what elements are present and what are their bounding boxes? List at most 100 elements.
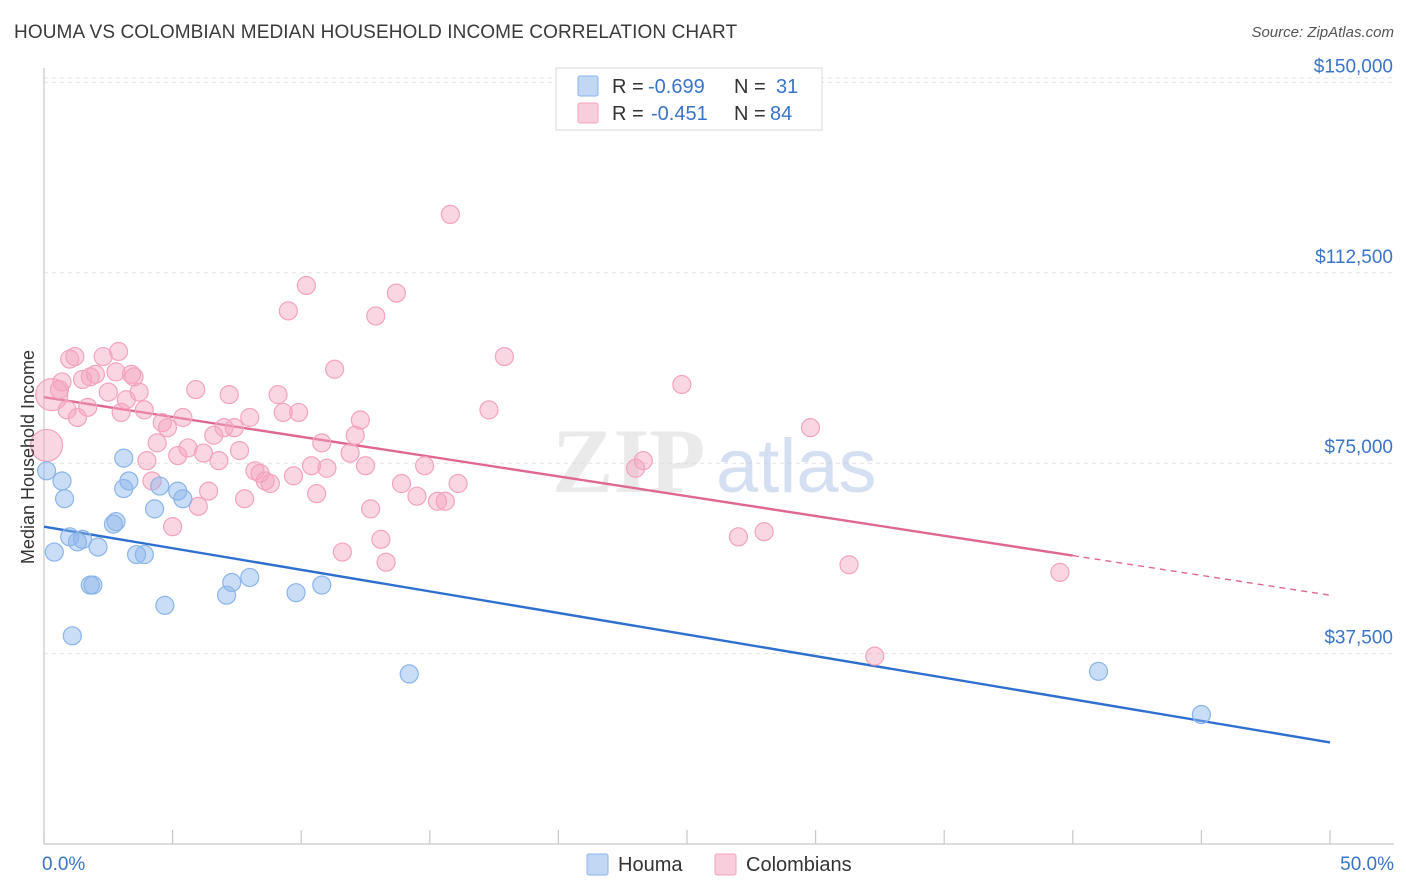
- colombians-point-29: [173, 407, 193, 428]
- houma-point-18: [144, 499, 165, 519]
- houma-point-24: [222, 572, 242, 593]
- colombians-point-36: [209, 451, 229, 471]
- houma-point-0: [36, 461, 57, 481]
- legend-swatch-houma: [577, 75, 599, 97]
- colombians-point-49: [278, 301, 298, 321]
- houma-point-25: [240, 567, 260, 588]
- houma-trend-line: [43, 525, 1331, 744]
- colombians-point-42: [240, 407, 260, 428]
- colombians-point-56: [317, 458, 337, 478]
- houma-point-28: [399, 664, 419, 684]
- colombians-point-77: [625, 458, 646, 478]
- colombians-point-11: [85, 364, 106, 384]
- houma-point-5: [62, 626, 82, 646]
- houma-point-16: [126, 544, 147, 565]
- axes: [43, 68, 1394, 845]
- legend-n-label-houma: N =: [734, 76, 766, 98]
- colombians-point-47: [268, 385, 288, 405]
- y-tick-labels: $37,500 $75,000 $112,500 $150,000: [1314, 56, 1393, 648]
- colombians-point-26: [157, 418, 178, 438]
- series-legend-colombians: Colombians: [746, 854, 852, 876]
- colombians-point-72: [435, 491, 455, 511]
- colombians-point-63: [361, 499, 381, 519]
- colombians-point-83: [839, 555, 859, 575]
- legend-r-value-houma: -0.699: [648, 76, 705, 98]
- colombians-point-34: [199, 481, 219, 501]
- colombians-point-38: [219, 385, 239, 405]
- houma-point-12: [106, 511, 126, 532]
- houma-point-27: [312, 575, 332, 595]
- colombians-point-10: [80, 367, 100, 387]
- colombians-point-58: [332, 542, 352, 562]
- houma-point-15: [119, 471, 139, 491]
- x-tick-label-0: 0.0%: [42, 854, 85, 875]
- colombians-point-62: [355, 456, 376, 476]
- colombians-point-31: [186, 379, 206, 400]
- series-legend: Houma Colombians: [586, 853, 852, 876]
- colombians-point-79: [672, 374, 692, 395]
- colombians-point-48: [273, 402, 293, 423]
- colombians-point-15: [108, 341, 129, 362]
- colombians-point-40: [229, 440, 250, 461]
- colombians-point-52: [296, 275, 316, 296]
- colombians-point-16: [111, 402, 131, 423]
- y-tick-label-1: $75,000: [1324, 437, 1393, 458]
- colombians-point-54: [307, 484, 327, 504]
- houma-point-9: [83, 575, 103, 595]
- colombians-point-46: [260, 473, 280, 494]
- colombians-point-21: [134, 400, 154, 420]
- correlation-legend: R = -0.699 N = 31 R = -0.451 N = 84: [555, 67, 823, 131]
- colombians-point-51: [289, 402, 309, 423]
- colombians-point-33: [193, 443, 214, 463]
- chart-title: HOUMA VS COLOMBIAN MEDIAN HOUSEHOLD INCO…: [14, 22, 738, 43]
- colombians-point-19: [124, 367, 144, 387]
- houma-point-13: [114, 448, 134, 468]
- colombians-point-70: [415, 456, 435, 476]
- colombians-point-67: [386, 283, 406, 303]
- colombians-point-61: [350, 410, 370, 430]
- colombians-point-13: [98, 382, 118, 402]
- legend-r-label-houma: R =: [612, 76, 644, 98]
- houma-point-2: [52, 471, 72, 491]
- colombians-point-30: [178, 438, 198, 458]
- houma-point-19: [150, 476, 170, 496]
- colombians-point-65: [371, 529, 391, 549]
- houma-point-11: [103, 514, 124, 534]
- colombians-point-4: [57, 400, 77, 420]
- houma-point-30: [1191, 704, 1212, 725]
- legend-n-label-colombians: N =: [734, 103, 766, 125]
- colombians-point-22: [137, 451, 157, 471]
- houma-point-29: [1088, 661, 1109, 681]
- colombians-point-20: [129, 382, 149, 402]
- colombians-point-27: [163, 517, 183, 537]
- colombians-point-45: [255, 471, 275, 491]
- series-legend-swatch-colombians: [714, 853, 737, 876]
- colombians-point-41: [235, 489, 255, 509]
- data-points: [29, 204, 1212, 725]
- y-tick-label-2: $112,500: [1315, 247, 1393, 268]
- watermark-zip: ZIP: [552, 410, 705, 512]
- legend-r-value-colombians: -0.451: [651, 103, 708, 125]
- series-legend-swatch-houma: [586, 853, 609, 876]
- colombians-point-64: [366, 306, 386, 326]
- colombians-trend-extension: [1072, 554, 1331, 596]
- houma-point-7: [72, 529, 93, 549]
- y-tick-label-0: $37,500: [1324, 628, 1393, 649]
- y-axis-label: Median Household Income: [18, 350, 38, 564]
- colombians-point-32: [188, 496, 208, 516]
- colombians-point-68: [391, 473, 412, 494]
- colombians-point-3: [52, 372, 72, 392]
- colombians-point-60: [345, 425, 365, 445]
- y-tick-label-3: $150,000: [1314, 56, 1393, 77]
- source-label: Source: ZipAtlas.com: [1251, 24, 1394, 41]
- colombians-point-14: [106, 362, 126, 382]
- colombians-point-50: [283, 466, 304, 486]
- houma-point-10: [88, 537, 108, 557]
- colombians-point-39: [224, 418, 244, 438]
- colombians-point-80: [728, 527, 749, 547]
- legend-swatch-colombians: [577, 102, 599, 124]
- colombians-point-43: [245, 461, 265, 481]
- x-tick-labels: 0.0% 50.0%: [42, 854, 1394, 875]
- colombians-point-66: [376, 552, 396, 572]
- x-tick-label-1: 50.0%: [1340, 854, 1394, 875]
